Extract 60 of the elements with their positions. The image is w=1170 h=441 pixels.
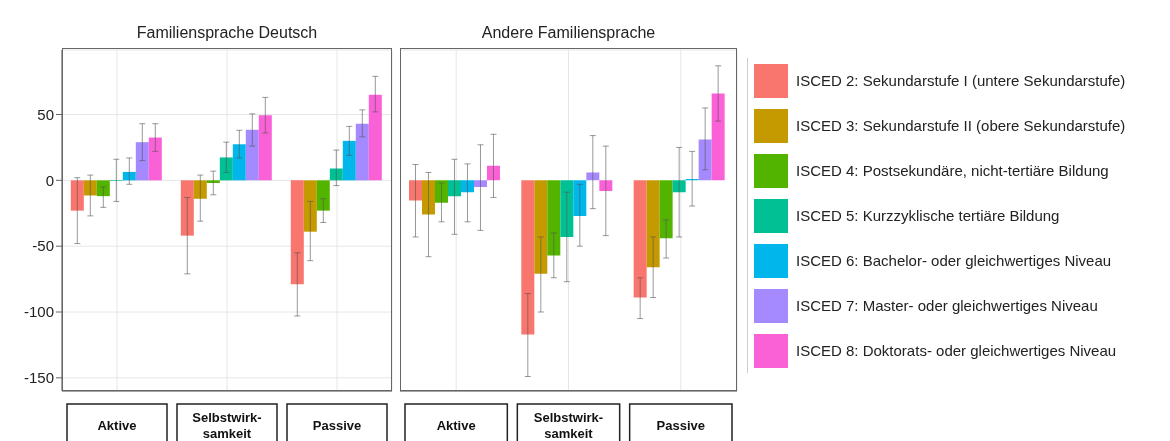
bar <box>232 144 246 181</box>
bar <box>180 180 194 236</box>
bar <box>659 180 673 239</box>
x-tick-label: Aktive <box>436 418 476 433</box>
y-tick-label: -50 <box>32 237 54 255</box>
bar <box>355 123 369 181</box>
x-tick-label: Selbstwirk-samkeit <box>533 410 604 441</box>
bar <box>560 180 574 237</box>
bar <box>290 180 304 285</box>
x-tick-label: Passive <box>656 418 706 433</box>
bar <box>258 115 272 181</box>
bar <box>206 180 220 183</box>
y-tick-label: 50 <box>37 105 54 123</box>
bar <box>534 180 548 274</box>
bar <box>460 180 474 193</box>
x-tick-label: Selbstwirk-samkeit <box>192 410 262 441</box>
bar <box>672 180 686 193</box>
legend-label: ISCED 3: Sekundarstufe II (obere Sekundarstufe) <box>796 117 1126 134</box>
bar <box>447 180 461 197</box>
y-tick-label: 0 <box>45 171 54 189</box>
legend-label: ISCED 8: Doktorats- oder gleichwertiges Niveau <box>796 342 1117 359</box>
bar <box>193 180 207 199</box>
chart-title: Andere Familiensprache <box>480 24 657 42</box>
bar <box>122 171 136 181</box>
bar <box>486 165 500 181</box>
bar <box>368 94 382 181</box>
bar <box>148 137 162 181</box>
bar <box>434 180 448 203</box>
bar <box>303 180 317 232</box>
legend-label: ISCED 5: Kurzzyklische tertiäre Bildung <box>796 207 1060 224</box>
bar <box>96 180 110 197</box>
bar <box>342 140 356 181</box>
y-tick-label: -150 <box>23 369 54 387</box>
x-tick-label: Aktive <box>97 418 137 433</box>
y-tick-label: -100 <box>23 303 54 321</box>
bar <box>329 168 343 181</box>
legend-label: ISCED 6: Bachelor- oder gleichwertiges Niveau <box>796 252 1112 269</box>
chart-title: Familiensprache Deutsch <box>135 24 319 42</box>
bar <box>70 180 84 211</box>
bar <box>573 180 587 216</box>
legend-label: ISCED 2: Sekundarstufe I (untere Sekundarstufe) <box>796 72 1126 89</box>
bar <box>711 93 725 181</box>
bar <box>316 180 330 211</box>
legend-label: ISCED 4: Postsekundäre, nicht-tertiäre Bildung <box>796 162 1109 179</box>
bar <box>586 172 600 181</box>
bar <box>633 180 647 298</box>
bar <box>521 180 535 335</box>
x-tick-label: Passive <box>312 418 362 433</box>
bar <box>599 180 613 191</box>
bar <box>698 139 712 181</box>
bar <box>219 157 233 181</box>
bar <box>473 180 487 187</box>
bar <box>135 142 149 181</box>
bar <box>408 180 422 201</box>
bar <box>646 180 660 268</box>
bar <box>547 180 561 256</box>
bar <box>83 180 97 196</box>
legend-label: ISCED 7: Master- oder gleichwertiges Niveau <box>796 297 1098 314</box>
bar <box>421 180 435 215</box>
bar <box>245 129 259 181</box>
